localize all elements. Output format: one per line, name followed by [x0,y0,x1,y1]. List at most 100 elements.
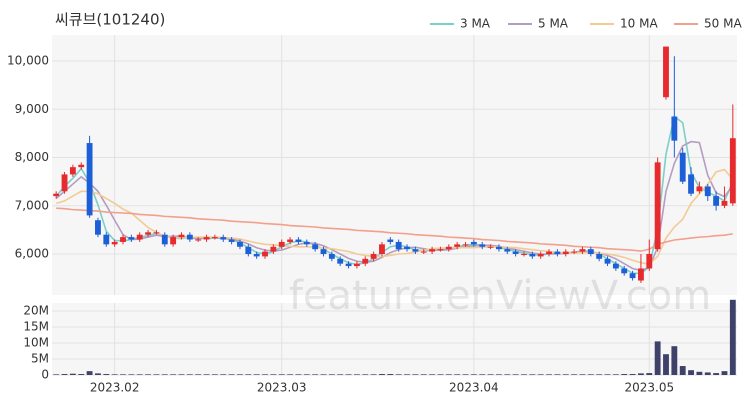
candle-body [195,239,202,241]
volume-bar [237,374,243,375]
volume-bar [95,373,101,375]
candle-body [278,241,285,247]
legend-label: 10 MA [620,17,658,31]
candle-body [495,246,502,250]
volume-bar [379,374,385,375]
volume-bar [621,374,628,375]
volume-bar [86,371,93,375]
candle-body [295,239,302,242]
volume-bar [420,374,427,375]
volume-bar [203,374,210,375]
volume-bar [145,374,151,375]
volume-bar [587,374,594,375]
volume-bar [729,299,736,375]
candle-body [412,249,419,252]
ma-line [56,207,733,252]
volume-bar [303,374,310,375]
volume-bar [270,374,277,375]
candle-body [621,268,628,274]
candle-body [721,200,728,206]
volume-bar [161,374,168,375]
volume-bar [111,374,118,375]
volume-bar [69,373,76,375]
y-tick-label: 15M [23,320,49,334]
volume-bar [646,373,653,375]
candle-body [320,249,327,254]
y-tick-label: 0 [41,368,49,382]
candle-body [69,167,76,175]
candle-body [103,234,110,245]
candle-body [237,241,243,247]
candle-body [337,258,344,264]
volume-bar [370,374,377,375]
y-tick-label: 10,000 [7,54,49,68]
volume-bar [262,374,268,375]
volume-bar [704,372,711,375]
legend-label: 5 MA [538,17,569,31]
candle-body [596,253,603,259]
candle-body [479,244,486,247]
x-tick-label: 2023.02 [90,381,140,395]
volume-bar [211,374,218,375]
volume-bar [462,374,469,375]
candle-body [504,249,511,252]
candle-body [111,241,118,245]
chart-title: 씨큐브(101240) [55,11,165,29]
candle-body [729,138,736,204]
y-tick-label: 5M [31,352,49,366]
volume-bar [328,374,335,375]
candle-body [253,253,260,257]
watermark: feature.enViewV.com [289,273,711,319]
volume-bar [320,374,327,375]
volume-bar [228,374,235,375]
candle-body [178,234,185,238]
volume-bar [537,374,544,375]
volume-bar [546,374,552,375]
candle-body [604,258,611,264]
candle-body [696,186,703,192]
candle-body [654,162,661,250]
volume-bar [78,374,85,375]
volume-bar [479,374,486,375]
candle-body [312,244,319,250]
volume-bar [404,374,410,375]
volume-bar [612,374,619,375]
volume-bar [629,374,636,375]
volume-bar [521,374,527,375]
x-tick-label: 2023.03 [257,381,307,395]
volume-bar [445,374,452,375]
candle-body [688,174,694,194]
candle-body [387,239,394,242]
candle-body [420,251,427,253]
volume-bar [128,374,135,375]
candle-body [638,268,644,281]
volume-bar [721,371,728,375]
candle-body [462,244,469,246]
candle-body [470,241,477,245]
candle-body [153,232,160,234]
candle-body [429,249,436,252]
volume-bar [253,374,260,375]
candle-body [303,241,310,245]
candle-body [86,143,93,216]
candle-body [245,246,252,254]
volume-bar [429,374,436,375]
candle-body [663,46,669,98]
volume-bar [529,374,536,375]
price-pane [52,35,737,295]
candle-body [562,251,569,254]
volume-bar [454,374,461,375]
y-tick-label: 8,000 [15,150,49,164]
candle-body [487,246,494,248]
volume-bar [220,374,227,375]
y-tick-label: 7,000 [15,198,49,212]
legend-label: 50 MA [704,17,742,31]
volume-pane [52,303,737,375]
volume-bar [353,374,360,375]
candle-body [136,234,143,240]
candle-body [646,253,653,269]
candle-body [220,237,227,240]
candle-body [287,239,294,242]
candle-body [161,234,168,245]
candle-body [529,253,536,257]
